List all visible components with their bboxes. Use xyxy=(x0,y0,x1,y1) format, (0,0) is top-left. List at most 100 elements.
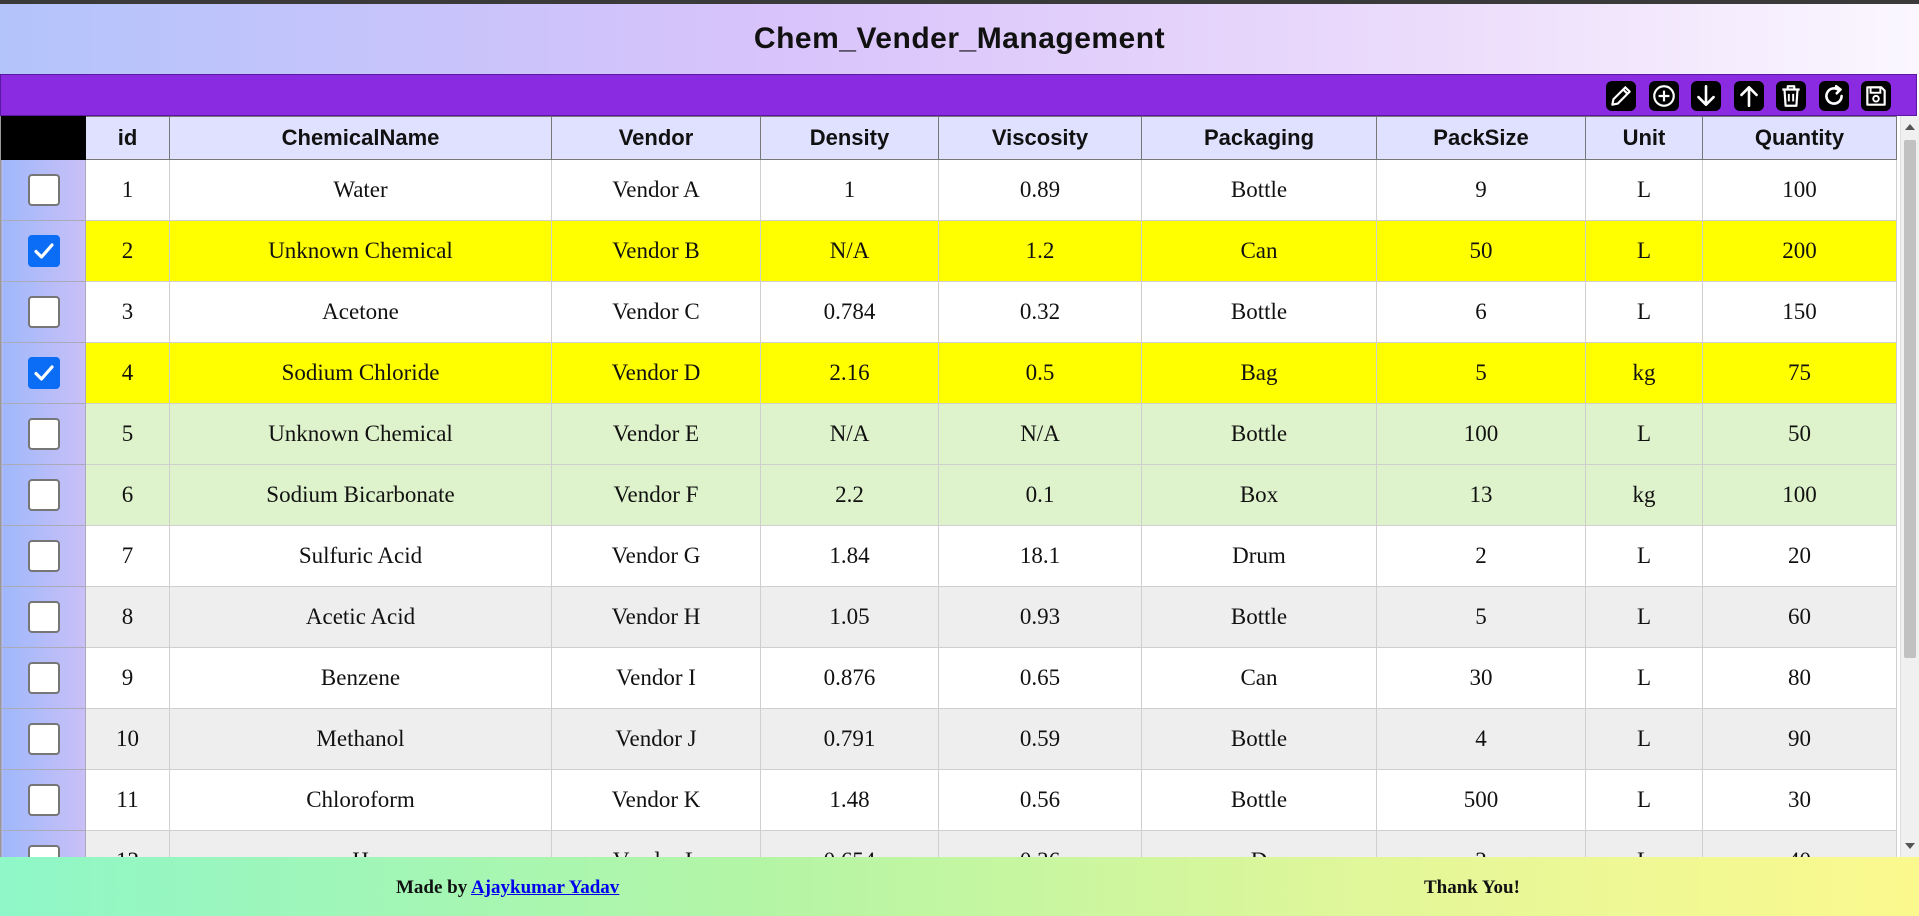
scroll-up-arrow-icon[interactable] xyxy=(1905,124,1915,130)
row-checkbox[interactable] xyxy=(27,357,60,389)
cell-packaging[interactable]: Bottle xyxy=(1141,708,1377,770)
cell-unit[interactable]: L xyxy=(1585,647,1703,709)
row-checkbox[interactable] xyxy=(27,845,60,857)
cell-density[interactable]: 1.48 xyxy=(760,769,939,831)
table-row[interactable]: 2 Unknown Chemical Vendor B N/A 1.2 Can 50 L 200 xyxy=(1,220,1897,282)
cell-unit[interactable]: L xyxy=(1585,769,1703,831)
row-checkbox[interactable] xyxy=(27,418,60,450)
column-header-unit[interactable]: Unit xyxy=(1585,116,1703,160)
table-row[interactable]: 4 Sodium Chloride Vendor D 2.16 0.5 Bag 5 kg 75 xyxy=(1,342,1897,404)
table-row[interactable]: 10 Methanol Vendor J 0.791 0.59 Bottle 4 L 90 xyxy=(1,708,1897,770)
cell-id[interactable]: 9 xyxy=(85,647,170,709)
cell-viscosity[interactable]: 1.2 xyxy=(938,220,1142,282)
cell-packaging[interactable]: Bottle xyxy=(1141,159,1377,221)
cell-packaging[interactable]: Box xyxy=(1141,464,1377,526)
cell-unit[interactable]: L xyxy=(1585,281,1703,343)
cell-density[interactable]: 1.84 xyxy=(760,525,939,587)
table-row[interactable]: 9 Benzene Vendor I 0.876 0.65 Can 30 L 80 xyxy=(1,647,1897,709)
cell-chemical-name[interactable]: Unknown Chemical xyxy=(169,220,552,282)
cell-chemical-name[interactable]: Acetic Acid xyxy=(169,586,552,648)
cell-viscosity[interactable]: 0.5 xyxy=(938,342,1142,404)
cell-unit[interactable]: L xyxy=(1585,525,1703,587)
cell-pack-size[interactable]: 5 xyxy=(1376,342,1586,404)
cell-unit[interactable]: kg xyxy=(1585,342,1703,404)
cell-id[interactable]: 11 xyxy=(85,769,170,831)
cell-unit[interactable]: L xyxy=(1585,830,1703,857)
cell-unit[interactable]: L xyxy=(1585,708,1703,770)
cell-quantity[interactable]: 100 xyxy=(1702,159,1897,221)
cell-density[interactable]: 0.876 xyxy=(760,647,939,709)
column-header-pack-size[interactable]: PackSize xyxy=(1376,116,1586,160)
cell-id[interactable]: 10 xyxy=(85,708,170,770)
cell-viscosity[interactable]: 0.32 xyxy=(938,281,1142,343)
cell-viscosity[interactable]: 0.1 xyxy=(938,464,1142,526)
column-header-quantity[interactable]: Quantity xyxy=(1702,116,1897,160)
cell-vendor[interactable]: Vendor L xyxy=(551,830,761,857)
edit-button[interactable] xyxy=(1606,81,1636,111)
cell-vendor[interactable]: Vendor F xyxy=(551,464,761,526)
move-up-button[interactable] xyxy=(1734,81,1764,111)
cell-unit[interactable]: L xyxy=(1585,159,1703,221)
cell-id[interactable]: 7 xyxy=(85,525,170,587)
column-header-viscosity[interactable]: Viscosity xyxy=(938,116,1142,160)
cell-quantity[interactable]: 90 xyxy=(1702,708,1897,770)
cell-quantity[interactable]: 75 xyxy=(1702,342,1897,404)
cell-vendor[interactable]: Vendor C xyxy=(551,281,761,343)
cell-vendor[interactable]: Vendor A xyxy=(551,159,761,221)
cell-chemical-name[interactable]: Acetone xyxy=(169,281,552,343)
scroll-down-arrow-icon[interactable] xyxy=(1905,843,1915,849)
vertical-scrollbar[interactable] xyxy=(1900,116,1919,857)
cell-quantity[interactable]: 40 xyxy=(1702,830,1897,857)
row-checkbox[interactable] xyxy=(27,662,60,694)
cell-id[interactable]: 2 xyxy=(85,220,170,282)
cell-pack-size[interactable]: 5 xyxy=(1376,586,1586,648)
cell-id[interactable]: 1 xyxy=(85,159,170,221)
cell-packaging[interactable]: Bottle xyxy=(1141,281,1377,343)
cell-chemical-name[interactable]: Sodium Chloride xyxy=(169,342,552,404)
cell-chemical-name[interactable]: Sulfuric Acid xyxy=(169,525,552,587)
cell-unit[interactable]: L xyxy=(1585,220,1703,282)
cell-density[interactable]: 2.16 xyxy=(760,342,939,404)
cell-unit[interactable]: kg xyxy=(1585,464,1703,526)
table-row[interactable]: 6 Sodium Bicarbonate Vendor F 2.2 0.1 Box 13 kg… xyxy=(1,464,1897,526)
cell-chemical-name[interactable]: Unknown Chemical xyxy=(169,403,552,465)
cell-quantity[interactable]: 60 xyxy=(1702,586,1897,648)
column-header-chemical-name[interactable]: ChemicalName xyxy=(169,116,552,160)
table-row[interactable]: 12HVendor L0.6540.36D2L40 xyxy=(1,830,1897,857)
cell-density[interactable]: 2.2 xyxy=(760,464,939,526)
cell-id[interactable]: 4 xyxy=(85,342,170,404)
cell-packaging[interactable]: Can xyxy=(1141,647,1377,709)
cell-quantity[interactable]: 80 xyxy=(1702,647,1897,709)
row-checkbox[interactable] xyxy=(27,540,60,572)
cell-quantity[interactable]: 150 xyxy=(1702,281,1897,343)
cell-packaging[interactable]: Bag xyxy=(1141,342,1377,404)
cell-chemical-name[interactable]: Chloroform xyxy=(169,769,552,831)
cell-packaging[interactable]: Can xyxy=(1141,220,1377,282)
row-checkbox[interactable] xyxy=(27,235,60,267)
table-row[interactable]: 8 Acetic Acid Vendor H 1.05 0.93 Bottle 5 L 60 xyxy=(1,586,1897,648)
cell-viscosity[interactable]: 18.1 xyxy=(938,525,1142,587)
cell-unit[interactable]: L xyxy=(1585,403,1703,465)
cell-pack-size[interactable]: 2 xyxy=(1376,830,1586,857)
cell-quantity[interactable]: 100 xyxy=(1702,464,1897,526)
table-row[interactable]: 7 Sulfuric Acid Vendor G 1.84 18.1 Drum 2 L 20 xyxy=(1,525,1897,587)
cell-vendor[interactable]: Vendor J xyxy=(551,708,761,770)
cell-viscosity[interactable]: 0.36 xyxy=(938,830,1142,857)
cell-unit[interactable]: L xyxy=(1585,586,1703,648)
row-checkbox[interactable] xyxy=(27,174,60,206)
column-header-density[interactable]: Density xyxy=(760,116,939,160)
cell-viscosity[interactable]: 0.59 xyxy=(938,708,1142,770)
cell-quantity[interactable]: 50 xyxy=(1702,403,1897,465)
cell-pack-size[interactable]: 9 xyxy=(1376,159,1586,221)
cell-density[interactable]: N/A xyxy=(760,220,939,282)
cell-viscosity[interactable]: 0.65 xyxy=(938,647,1142,709)
row-checkbox[interactable] xyxy=(27,723,60,755)
cell-density[interactable]: 1.05 xyxy=(760,586,939,648)
cell-id[interactable]: 5 xyxy=(85,403,170,465)
author-link[interactable]: Ajaykumar Yadav xyxy=(470,877,620,898)
cell-id[interactable]: 12 xyxy=(85,830,170,857)
add-button[interactable] xyxy=(1649,81,1679,111)
cell-density[interactable]: 0.791 xyxy=(760,708,939,770)
cell-pack-size[interactable]: 50 xyxy=(1376,220,1586,282)
cell-vendor[interactable]: Vendor I xyxy=(551,647,761,709)
